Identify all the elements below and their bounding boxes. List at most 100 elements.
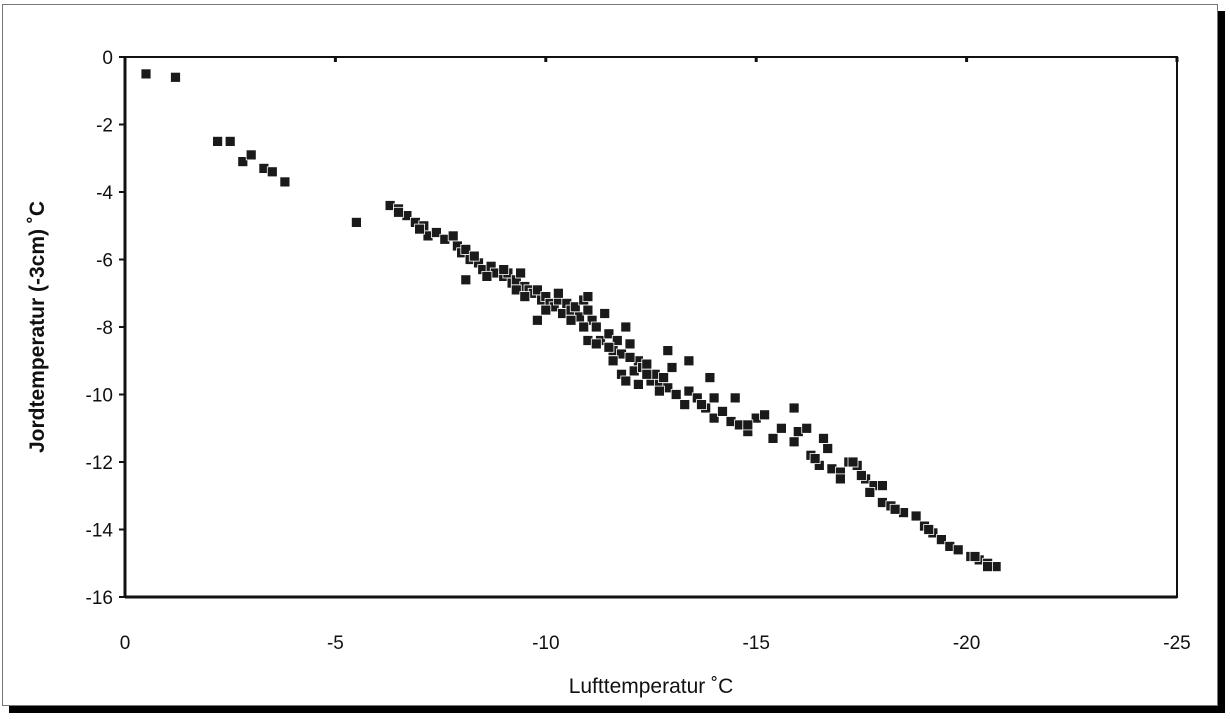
data-point — [708, 392, 720, 404]
data-point — [620, 375, 632, 387]
data-point — [603, 341, 615, 353]
x-tick-label: -5 — [327, 633, 344, 654]
data-point — [170, 71, 181, 83]
data-point — [729, 392, 741, 404]
data-point — [515, 267, 526, 279]
data-point — [553, 287, 564, 299]
data-point — [982, 561, 993, 572]
data-point — [641, 358, 653, 370]
data-point — [582, 291, 594, 303]
data-point — [266, 166, 278, 178]
data-point — [641, 368, 653, 380]
data-point — [864, 486, 876, 498]
data-point — [414, 223, 426, 235]
data-point — [460, 274, 472, 286]
data-point — [532, 314, 543, 326]
x-axis-title: Lufttemperatur ˚C — [569, 675, 734, 698]
x-tick-label: -10 — [532, 633, 559, 654]
data-point — [818, 432, 829, 444]
data-point — [809, 453, 821, 465]
data-point — [624, 338, 636, 350]
data-point — [696, 399, 707, 411]
y-ticks: 0 -2 -4 -6 -8 -10 -12 -14 -16 — [86, 48, 125, 609]
x-tick-label: 0 — [120, 633, 131, 654]
data-point — [245, 149, 257, 161]
data-point — [540, 304, 552, 316]
data-point — [910, 510, 922, 522]
data-point — [447, 230, 459, 242]
data-point — [590, 321, 602, 333]
data-point — [565, 314, 577, 326]
y-tick-label: -10 — [86, 386, 113, 407]
data-point — [350, 216, 362, 228]
data-point — [776, 422, 787, 434]
x-tick-label: -20 — [953, 633, 980, 654]
data-point — [624, 351, 636, 363]
y-tick-label: -4 — [96, 183, 113, 204]
y-tick-label: -8 — [96, 318, 113, 339]
data-point — [801, 422, 813, 434]
data-point — [654, 385, 665, 397]
data-point — [611, 335, 623, 346]
data-point — [704, 372, 716, 384]
data-point — [620, 321, 632, 333]
y-axis-title: Jordtemperatur (-3cm) ˚C — [26, 201, 49, 453]
data-point — [788, 436, 800, 448]
data-point — [936, 534, 947, 545]
data-point — [759, 409, 770, 421]
axes — [123, 56, 1178, 599]
y-tick-label: 0 — [102, 48, 113, 69]
data-point — [835, 473, 846, 485]
data-point — [923, 524, 935, 535]
data-point — [519, 291, 531, 303]
x-tick-label: -25 — [1163, 633, 1190, 654]
data-point — [510, 284, 522, 296]
data-point — [822, 443, 834, 454]
data-point — [708, 412, 720, 424]
data-point — [877, 480, 888, 492]
y-tick-label: -6 — [96, 251, 113, 272]
data-point — [212, 135, 224, 147]
data-points — [140, 68, 1002, 572]
data-point — [742, 419, 754, 431]
data-point — [666, 362, 678, 373]
data-point — [498, 264, 510, 276]
data-point — [767, 432, 779, 444]
data-point — [662, 345, 674, 357]
data-point — [590, 338, 602, 350]
data-point — [952, 544, 964, 556]
data-point — [788, 402, 800, 414]
data-point — [607, 355, 619, 367]
data-point — [658, 372, 669, 384]
x-tick-label: -15 — [742, 633, 769, 654]
data-point — [679, 399, 691, 411]
data-point — [847, 456, 859, 468]
data-point — [430, 227, 442, 238]
data-point — [670, 389, 682, 400]
y-tick-label: -2 — [96, 116, 113, 137]
x-ticks: 0 -5 -10 -15 -20 -25 — [120, 57, 1191, 654]
data-point — [237, 156, 249, 168]
data-point — [468, 250, 480, 262]
data-point — [599, 308, 611, 319]
data-point — [279, 176, 291, 188]
data-point — [224, 135, 236, 147]
data-point — [393, 206, 404, 218]
y-tick-label: -12 — [86, 453, 113, 474]
y-tick-label: -14 — [86, 521, 114, 542]
y-tick-label: -16 — [86, 588, 113, 609]
data-point — [140, 68, 152, 80]
plot-area — [124, 56, 1178, 598]
data-point — [481, 270, 493, 282]
data-point — [856, 470, 867, 481]
data-point — [603, 328, 615, 340]
data-point — [889, 503, 901, 515]
data-point — [683, 385, 695, 397]
data-point — [683, 355, 695, 367]
data-point — [969, 551, 981, 562]
data-point — [633, 378, 644, 390]
data-point — [717, 405, 728, 417]
data-point — [578, 321, 590, 333]
data-point — [582, 304, 594, 316]
